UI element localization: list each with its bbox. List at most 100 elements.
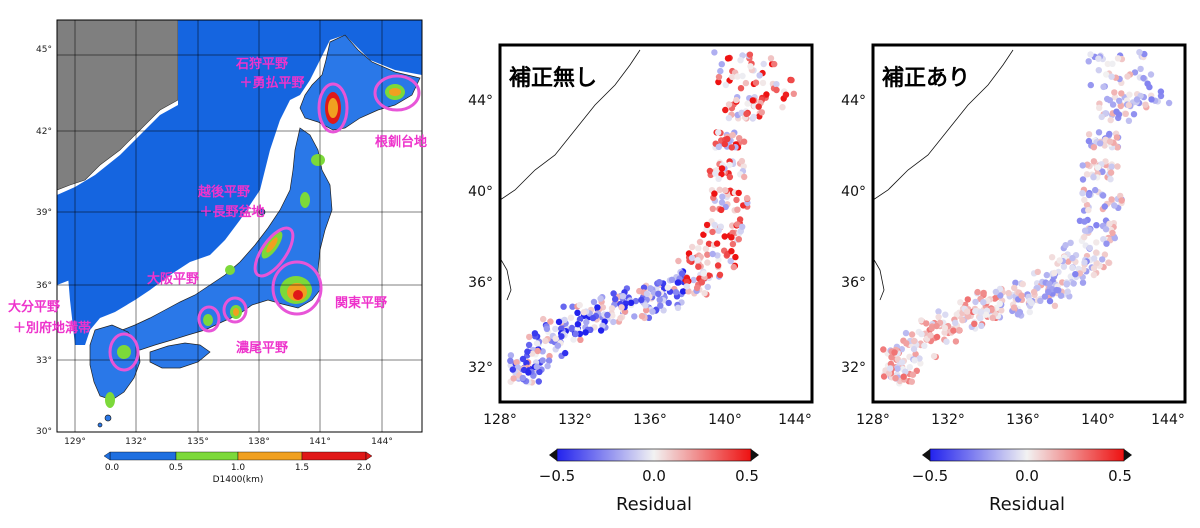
station-point xyxy=(935,313,942,321)
colorbar-tick: 0.0 xyxy=(105,463,120,473)
map-frame xyxy=(871,43,1187,404)
station-point xyxy=(640,284,648,291)
station-point xyxy=(909,371,917,378)
station-point xyxy=(972,298,979,306)
lat-tick: 40° xyxy=(841,184,866,200)
station-point xyxy=(912,351,919,358)
station-point xyxy=(1114,144,1121,151)
station-point xyxy=(704,251,711,258)
lon-tick: 132° xyxy=(558,412,592,428)
station-point xyxy=(1053,286,1060,294)
sea-korea-strait xyxy=(57,215,80,285)
station-point xyxy=(643,307,650,314)
station-point xyxy=(1108,196,1115,203)
station-point xyxy=(1065,258,1072,265)
station-point xyxy=(716,186,723,193)
station-point xyxy=(1093,239,1100,246)
station-point xyxy=(1106,130,1113,138)
station-point xyxy=(519,374,526,382)
station-point xyxy=(923,320,930,327)
station-point xyxy=(1106,138,1114,145)
colorbar-tick: −0.5 xyxy=(912,467,948,485)
map-frame xyxy=(498,43,814,404)
station-point xyxy=(617,315,624,322)
station-point xyxy=(700,270,708,277)
station-point xyxy=(711,49,718,56)
station-point xyxy=(513,359,520,366)
station-point xyxy=(1064,288,1071,295)
station-point xyxy=(1081,233,1088,241)
station-point xyxy=(574,321,582,328)
station-point xyxy=(921,342,928,349)
map-frame xyxy=(56,19,423,433)
station-point xyxy=(918,330,925,338)
residual-map-panel-uncorrected: 補正無し 44° 40° 36° 32° 128° 132° 136° 140°… xyxy=(445,0,820,524)
station-point xyxy=(534,347,541,355)
colorbar-tick: 1.5 xyxy=(295,463,309,473)
station-point xyxy=(638,296,645,304)
station-point xyxy=(656,296,663,303)
residual-map-panel-corrected: 補正あり 44° 40° 36° 32° 128° 132° 136° 140°… xyxy=(818,0,1193,524)
station-point xyxy=(510,375,517,382)
region-label: ＋長野盆地 xyxy=(199,204,264,220)
station-point xyxy=(594,304,601,311)
colorbar-label: Residual xyxy=(616,494,692,515)
station-point xyxy=(902,329,910,337)
residual-colorbar xyxy=(922,448,1132,462)
station-point xyxy=(964,313,972,320)
station-point xyxy=(996,300,1003,307)
station-point xyxy=(1157,88,1165,95)
station-point xyxy=(1111,89,1118,96)
lat-tick: 36° xyxy=(36,281,52,291)
lon-tick: 144° xyxy=(1151,412,1185,428)
region-label: 大阪平野 xyxy=(147,271,199,287)
station-point xyxy=(1034,268,1041,276)
station-point xyxy=(892,375,899,382)
station-point xyxy=(685,288,692,295)
station-point xyxy=(643,290,651,298)
station-point xyxy=(709,228,716,236)
station-point xyxy=(1090,271,1098,279)
station-point xyxy=(1096,104,1103,112)
station-point xyxy=(1125,101,1132,109)
station-point xyxy=(722,187,729,194)
station-point xyxy=(712,170,719,177)
station-point xyxy=(1114,55,1122,62)
station-point xyxy=(1014,311,1022,318)
station-point xyxy=(685,250,693,257)
residual-map-svg-corrected: 補正あり 44° 40° 36° 32° 128° 132° 136° 140°… xyxy=(841,43,1187,515)
station-point xyxy=(1079,190,1086,197)
station-point xyxy=(554,342,562,349)
station-point xyxy=(507,352,515,359)
station-point xyxy=(536,368,543,376)
station-point xyxy=(927,332,934,339)
station-point xyxy=(916,355,923,362)
station-point xyxy=(891,349,898,356)
station-point xyxy=(972,308,979,315)
station-point xyxy=(957,299,964,306)
station-point xyxy=(1026,308,1033,316)
station-point xyxy=(1133,96,1141,103)
station-point xyxy=(736,135,743,142)
station-point xyxy=(638,312,646,320)
station-point xyxy=(675,257,682,265)
station-point xyxy=(509,366,516,373)
station-point xyxy=(1046,280,1053,287)
station-point xyxy=(1126,91,1133,98)
station-point xyxy=(880,373,888,380)
station-point xyxy=(1037,297,1044,304)
station-point xyxy=(722,203,729,211)
station-point xyxy=(726,173,734,181)
station-point xyxy=(655,290,662,297)
station-point xyxy=(1011,284,1018,292)
station-point xyxy=(736,216,744,223)
station-point xyxy=(1106,97,1113,104)
station-point xyxy=(1086,244,1093,252)
station-point xyxy=(790,90,797,98)
station-point xyxy=(739,223,746,230)
station-point xyxy=(740,163,747,170)
station-point xyxy=(1108,73,1115,80)
station-point xyxy=(539,357,546,364)
station-point xyxy=(660,307,667,314)
lat-tick: 36° xyxy=(841,275,866,291)
